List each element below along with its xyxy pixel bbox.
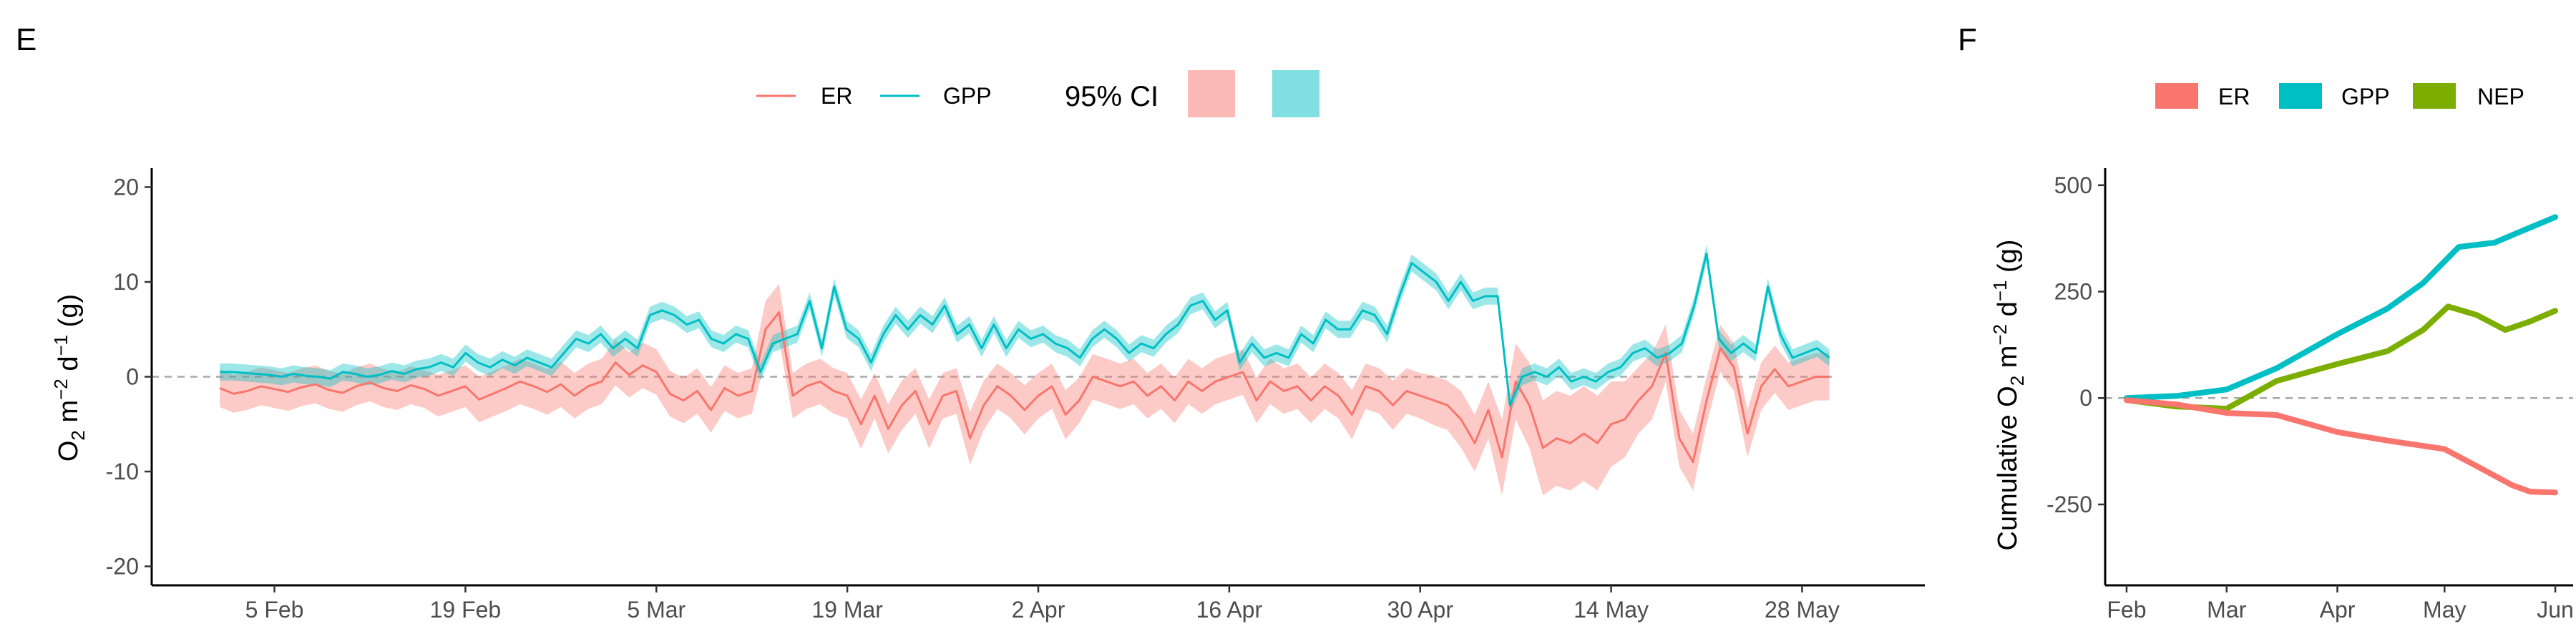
legend-gpp-label: GPP — [943, 83, 992, 109]
legend-er-label: ER — [821, 83, 852, 109]
legend-f-er-label: ER — [2218, 84, 2250, 109]
panel-f-x-tick-label: Apr — [2320, 597, 2356, 623]
legend-er-ci-swatch — [1188, 70, 1235, 117]
yf-part-1: 2 — [2006, 376, 2028, 386]
yf-part-4: d — [1993, 301, 2023, 324]
panel-f-x-tick-label: May — [2423, 597, 2466, 623]
panel-e-y-axis-title: O2 m−2 d−1 (g) — [50, 294, 89, 462]
legend-f-nep-label: NEP — [2477, 84, 2524, 109]
panel-e-x-tick-label: 5 Mar — [627, 597, 686, 623]
panel-e-x-tick-label: 19 Mar — [811, 597, 883, 623]
yf-part-0: Cumulative O — [1993, 386, 2023, 550]
panel-f-x-tick-label: Mar — [2207, 597, 2246, 623]
panel-e-x-tick-label: 19 Feb — [430, 597, 502, 623]
ye-part-0: O — [54, 441, 84, 462]
ye-part-4: d — [54, 356, 84, 379]
gpp-series-line — [220, 252, 1830, 406]
ye-part-5: −1 — [50, 335, 72, 356]
panel-f-label: F — [1958, 22, 1977, 57]
cumulative-gpp-line — [2124, 214, 2558, 401]
ye-part-2: m — [54, 400, 84, 430]
panel-e-x-tick-label: 28 May — [1765, 597, 1840, 623]
panel-f-x-tick-label: Jun — [2537, 597, 2574, 623]
panel-f-y-tick-label: -250 — [2046, 492, 2092, 517]
legend-f-gpp-label: GPP — [2341, 84, 2390, 109]
panel-f-y-tick-label: 250 — [2054, 279, 2092, 305]
legend-f-gpp-swatch — [2279, 83, 2322, 109]
er-series-line — [219, 311, 1830, 464]
legend-f-nep-swatch — [2413, 83, 2456, 109]
panel-e-x-tick-label: 14 May — [1574, 597, 1649, 623]
panel-e-y-tick-label: 0 — [126, 364, 139, 390]
yf-part-6: (g) — [1993, 240, 2023, 280]
panel-e-y-tick-label: 20 — [113, 175, 139, 200]
panel-e-y-tick-label: -10 — [106, 459, 139, 484]
panel-e-y-tick-label: -20 — [106, 554, 139, 580]
legend-f-er-swatch — [2155, 83, 2198, 109]
panel-e-x-tick-label: 5 Feb — [245, 597, 304, 623]
panel-f-legend: ER GPP NEP — [2155, 83, 2524, 109]
panel-f-y-axis-title: Cumulative O2 m−2 d−1 (g) — [1989, 240, 2028, 551]
panel-f-x-tick-label: Feb — [2107, 597, 2146, 623]
panel-e-label: E — [16, 22, 36, 57]
ye-part-3: −2 — [50, 379, 72, 400]
panel-e-y-tick-label: 10 — [113, 269, 139, 295]
ye-part-6: (g) — [54, 294, 84, 335]
yf-part-2: m — [1993, 346, 2023, 376]
gpp-ci-band — [220, 245, 1830, 414]
ye-part-1: 2 — [67, 430, 89, 440]
yf-part-5: −1 — [1989, 280, 2011, 302]
panel-e-x-tick-label: 2 Apr — [1012, 597, 1065, 623]
panel-e-x-tick-label: 30 Apr — [1387, 597, 1453, 623]
legend-gpp-ci-swatch — [1272, 70, 1319, 117]
panel-e-x-tick-label: 16 Apr — [1196, 597, 1263, 623]
panel-f-y-tick-label: 500 — [2054, 172, 2092, 198]
cumulative-nep-line — [2124, 303, 2558, 412]
panel-f-y-tick-label: 0 — [2079, 385, 2092, 411]
yf-part-3: −2 — [1989, 324, 2011, 346]
er-ci-band — [220, 283, 1830, 496]
panel-e-plot: -20 -10 0 10 20 5 Feb 19 Feb 5 Mar 19 Mar 2 Apr 16… — [106, 168, 1925, 623]
legend-ci-title: 95% CI — [1065, 81, 1158, 112]
panel-e-legend: ER GPP 95% CI — [756, 70, 1319, 117]
panel-f-plot: -250 0 250 500 Feb Mar Apr May Jun — [2046, 168, 2574, 623]
cumulative-er-line — [2124, 397, 2558, 496]
